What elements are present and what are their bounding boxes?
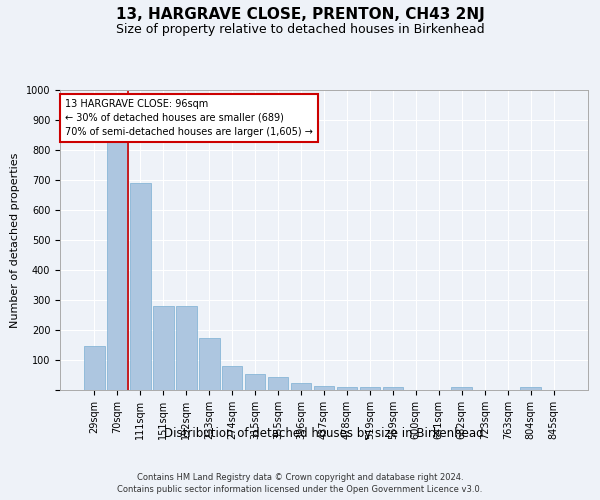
Bar	[176, 306, 197, 390]
Text: 13, HARGRAVE CLOSE, PRENTON, CH43 2NJ: 13, HARGRAVE CLOSE, PRENTON, CH43 2NJ	[116, 8, 484, 22]
Bar	[107, 142, 128, 390]
Bar	[451, 387, 472, 390]
Text: 13 HARGRAVE CLOSE: 96sqm
← 30% of detached houses are smaller (689)
70% of semi-: 13 HARGRAVE CLOSE: 96sqm ← 30% of detach…	[65, 99, 313, 137]
Text: Contains public sector information licensed under the Open Government Licence v3: Contains public sector information licen…	[118, 485, 482, 494]
Bar	[222, 366, 242, 390]
Bar	[268, 378, 289, 390]
Bar	[314, 386, 334, 390]
Bar	[245, 374, 265, 390]
Bar	[520, 387, 541, 390]
Bar	[337, 387, 358, 390]
Bar	[199, 338, 220, 390]
Bar	[130, 184, 151, 390]
Bar	[383, 387, 403, 390]
Bar	[84, 346, 104, 390]
Bar	[359, 387, 380, 390]
Text: Size of property relative to detached houses in Birkenhead: Size of property relative to detached ho…	[116, 22, 484, 36]
Text: Contains HM Land Registry data © Crown copyright and database right 2024.: Contains HM Land Registry data © Crown c…	[137, 472, 463, 482]
Bar	[153, 306, 173, 390]
Y-axis label: Number of detached properties: Number of detached properties	[10, 152, 20, 328]
Text: Distribution of detached houses by size in Birkenhead: Distribution of detached houses by size …	[164, 428, 484, 440]
Bar	[290, 382, 311, 390]
